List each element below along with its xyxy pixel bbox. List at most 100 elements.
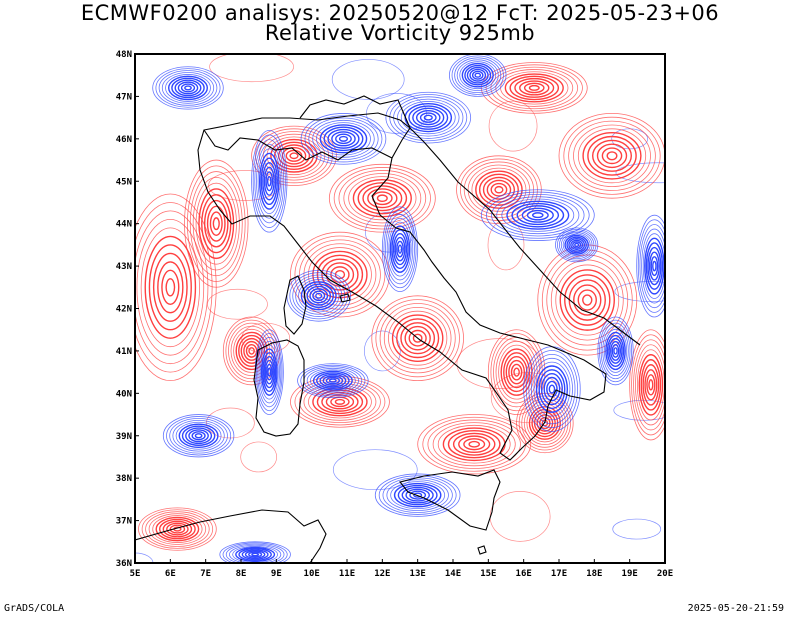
- negative-vorticity-contour: [169, 417, 228, 454]
- negative-vorticity-contour: [532, 212, 544, 219]
- footer-credit: GrADS/COLA: [4, 603, 65, 614]
- negative-vorticity-contour: [259, 344, 279, 400]
- lat-tick-label: 48N: [116, 50, 132, 60]
- negative-vorticity-contour: [175, 421, 222, 450]
- negative-vorticity-contour: [600, 322, 631, 380]
- negative-vorticity-contour: [298, 279, 340, 313]
- positive-vorticity-contour: [452, 432, 496, 456]
- weak-vorticity-contour: [332, 449, 418, 491]
- positive-vorticity-contour: [412, 333, 423, 343]
- positive-vorticity-contour: [383, 306, 452, 370]
- positive-vorticity-contour: [485, 64, 583, 112]
- negative-vorticity-contour: [386, 217, 414, 281]
- negative-vorticity-contour: [315, 292, 323, 299]
- negative-vorticity-contour: [461, 62, 494, 88]
- positive-vorticity-contour: [379, 303, 456, 374]
- negative-vorticity-contour: [412, 107, 445, 128]
- negative-vorticity-contour: [180, 83, 196, 93]
- negative-vorticity-contour: [535, 365, 569, 413]
- lat-tick-label: 46N: [116, 135, 132, 145]
- positive-vorticity-contour: [514, 77, 555, 98]
- negative-vorticity-contour: [637, 219, 665, 313]
- negative-vorticity-contour: [297, 363, 369, 399]
- positive-vorticity-contour: [640, 359, 662, 411]
- negative-vorticity-contour: [238, 548, 272, 562]
- negative-vorticity-contour: [155, 68, 221, 108]
- negative-vorticity-contour: [381, 206, 419, 292]
- lat-tick-label: 44N: [116, 220, 132, 230]
- positive-vorticity-contour: [633, 339, 665, 431]
- chart-subtitle: Relative Vorticity 925mb: [264, 21, 536, 45]
- positive-vorticity-contour: [495, 340, 538, 404]
- negative-vorticity-contour: [480, 189, 595, 241]
- negative-vorticity-contour: [639, 224, 665, 309]
- negative-vorticity-contour: [546, 380, 558, 398]
- negative-vorticity-contour: [258, 340, 280, 404]
- chart-title: ECMWF0200 analisys: 20250520@12 FcT: 202…: [80, 1, 720, 25]
- positive-vorticity-contour: [367, 188, 398, 209]
- negative-vorticity-contour: [312, 370, 353, 391]
- negative-vorticity-contour: [254, 139, 285, 224]
- negative-vorticity-contour: [568, 237, 586, 252]
- lat-tick-label: 39N: [116, 432, 132, 442]
- negative-vorticity-contour: [262, 162, 277, 201]
- negative-vorticity-contour: [521, 207, 554, 223]
- positive-vorticity-contour: [505, 356, 528, 389]
- positive-vorticity-contour: [189, 171, 243, 277]
- positive-vorticity-contour: [225, 319, 278, 383]
- negative-vorticity-contour: [466, 66, 489, 84]
- lon-tick-label: 5E: [130, 569, 141, 579]
- negative-vorticity-contour: [526, 209, 549, 221]
- negative-vorticity-contour: [608, 337, 623, 364]
- negative-vorticity-contour: [172, 419, 225, 452]
- lon-tick-label: 11E: [339, 569, 355, 579]
- positive-vorticity-contour: [638, 354, 664, 416]
- positive-vorticity-contour: [209, 211, 223, 236]
- positive-vorticity-contour: [555, 264, 620, 336]
- positive-vorticity-contour: [644, 369, 658, 401]
- negative-vorticity-contour: [289, 272, 349, 320]
- positive-vorticity-contour: [642, 364, 660, 406]
- positive-vorticity-contour: [166, 522, 189, 536]
- north-border: [299, 95, 411, 129]
- negative-vorticity-contour: [597, 316, 634, 386]
- negative-vorticity-contour: [540, 372, 563, 406]
- positive-vorticity-contour: [148, 244, 192, 331]
- positive-vorticity-contour: [606, 151, 618, 161]
- negative-vorticity-contour: [471, 70, 484, 80]
- negative-vorticity-contour: [562, 233, 591, 257]
- negative-vorticity-contour: [469, 68, 487, 82]
- negative-vorticity-contour: [645, 242, 664, 290]
- negative-vorticity-contour: [538, 369, 566, 410]
- positive-vorticity-contour: [348, 176, 417, 221]
- positive-vorticity-contour: [509, 75, 560, 101]
- positive-vorticity-contour: [325, 394, 355, 410]
- longitude-axis: 5E 6E 7E 8E 9E 10E 11E 12E 13E 14E 15E 16E 17E 18E 19E…: [130, 559, 673, 579]
- negative-vorticity-contour: [391, 229, 409, 270]
- positive-vorticity-contour: [458, 435, 491, 454]
- positive-vorticity-contour: [518, 395, 571, 451]
- negative-vorticity-contour: [235, 546, 276, 563]
- positive-vorticity-contour: [577, 128, 647, 184]
- positive-vorticity-contour: [537, 244, 638, 356]
- positive-vorticity-contour: [388, 310, 448, 366]
- negative-vorticity-contour: [506, 200, 570, 230]
- negative-vorticity-contour: [327, 128, 360, 149]
- negative-vorticity-contour: [390, 481, 446, 510]
- negative-vorticity-contour: [260, 348, 278, 396]
- negative-vorticity-contour: [335, 133, 352, 145]
- positive-vorticity-contour: [601, 147, 623, 165]
- weak-vorticity-contour: [331, 59, 405, 100]
- positive-vorticity-contour: [192, 176, 240, 271]
- negative-vorticity-contour: [613, 347, 618, 355]
- lon-tick-label: 10E: [304, 569, 320, 579]
- negative-vorticity-contour: [572, 241, 582, 249]
- positive-vorticity-contour: [141, 509, 214, 549]
- negative-vorticity-contour: [419, 112, 437, 123]
- negative-vorticity-contour: [396, 240, 404, 258]
- positive-vorticity-contour: [325, 262, 355, 287]
- positive-vorticity-contour: [299, 239, 381, 310]
- negative-vorticity-contour: [378, 475, 457, 515]
- positive-vorticity-contour: [294, 378, 386, 426]
